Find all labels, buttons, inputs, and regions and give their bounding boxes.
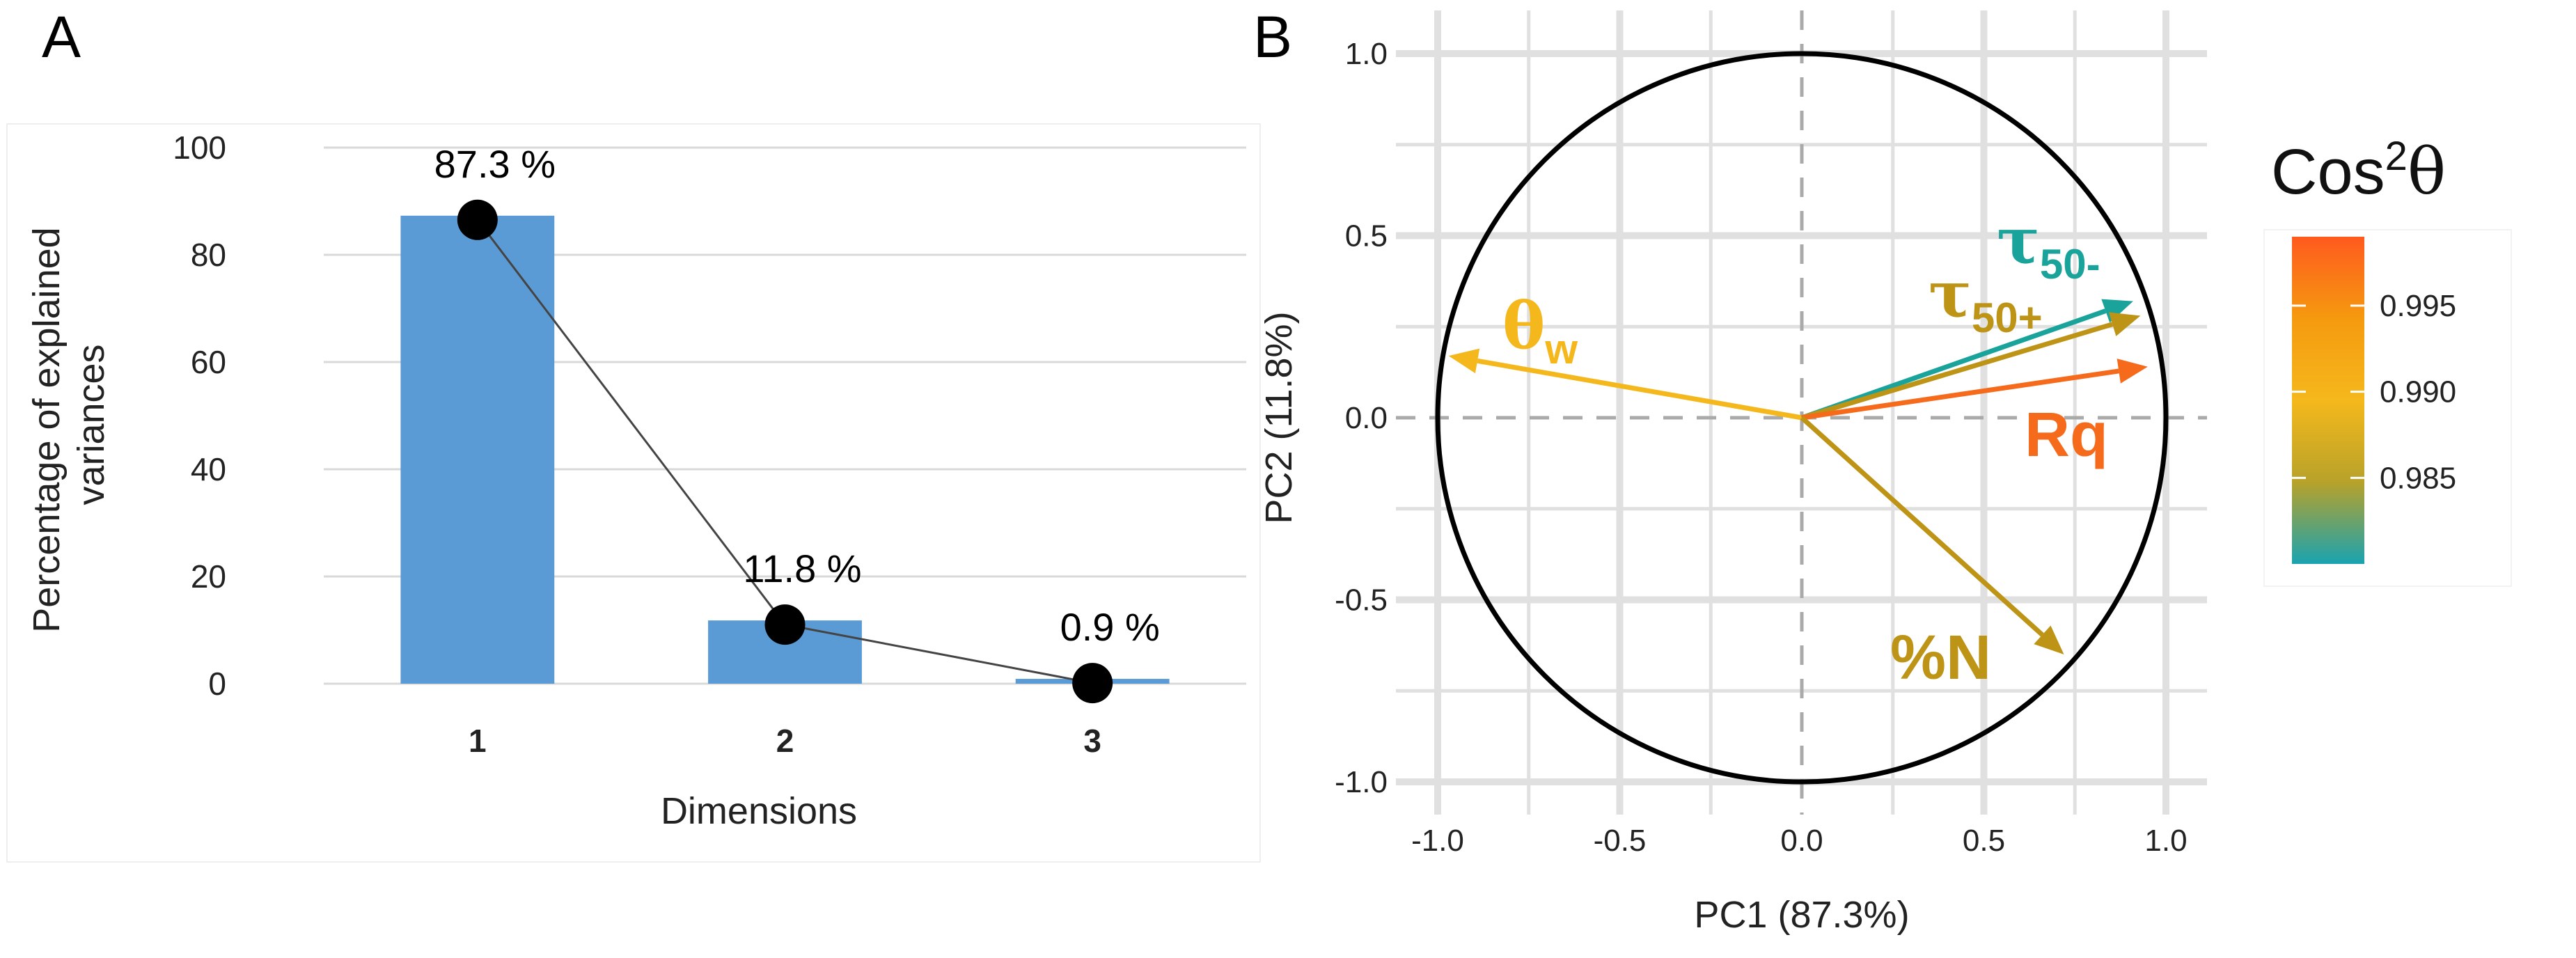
panel-letter-a: A xyxy=(42,4,81,70)
pca-vector-arrowhead xyxy=(1448,348,1480,374)
legend-frame xyxy=(2263,229,2512,587)
pca-vector-arrowhead xyxy=(2108,312,2141,336)
legend-colorbar xyxy=(2292,237,2364,564)
bar-chart-y-ticks: 0 20 40 60 80 100 xyxy=(173,129,226,702)
pca-vector-label-main: Rq xyxy=(2025,400,2108,470)
pca-vector-arrow xyxy=(1801,368,2119,421)
bar-chart-x-tick-label: 2 xyxy=(776,723,794,759)
pca-vector-label: Rq xyxy=(2025,400,2108,470)
pca-vector-arrowhead xyxy=(2034,625,2064,654)
pca-y-tick-label: -0.5 xyxy=(1335,583,1388,618)
pca-y-tick-label: 1.0 xyxy=(1345,37,1388,71)
bar-chart-marker xyxy=(1072,663,1113,704)
panel-letter-b: B xyxy=(1253,4,1292,70)
pca-chart: -1.0 -0.5 0.0 0.5 1.0 -1.0-0.50.00.51.0 θwτ5… xyxy=(1258,10,2207,936)
pca-x-tick-label: 1.0 xyxy=(2144,824,2187,858)
bar-chart-y-tick-label: 0 xyxy=(208,666,226,702)
bar-chart-data-labels: 87.3 % 11.8 % 0.9 % xyxy=(434,142,1160,649)
bar-chart-x-ticks: 1 2 3 xyxy=(469,723,1101,759)
pca-x-axis-title: PC1 (87.3%) xyxy=(1694,894,1909,936)
bar-chart-y-tick-label: 40 xyxy=(191,451,226,487)
bar-chart-x-tick-label: 1 xyxy=(469,723,487,759)
legend-title-main: Cos xyxy=(2271,136,2385,207)
legend-title-theta: θ xyxy=(2408,134,2446,209)
pca-y-axis-title: PC2 (11.8%) xyxy=(1258,311,1300,524)
bar-chart-line xyxy=(457,199,1113,704)
pca-vector-arrow xyxy=(1800,416,2044,637)
pca-vector-arrowhead xyxy=(2101,299,2133,323)
bar-data-label: 0.9 % xyxy=(1060,605,1160,649)
cos2-legend: Cos2θ 0.995 0.990 0.985 xyxy=(2263,134,2512,587)
pca-y-tick-label: 0.0 xyxy=(1345,401,1388,435)
bar-chart-marker xyxy=(764,604,806,645)
pca-x-tick-label: 0.5 xyxy=(1963,824,2005,858)
pca-vector-label: %N xyxy=(1890,623,1991,693)
pca-vector-label-main: θ xyxy=(1502,288,1545,363)
legend-tick-label: 0.995 xyxy=(2380,289,2456,323)
bar-data-label: 11.8 % xyxy=(743,547,861,590)
pca-y-tick-label: -1.0 xyxy=(1335,765,1388,799)
pca-x-tick-label: -0.5 xyxy=(1594,824,1647,858)
pca-vector-arrow xyxy=(1800,322,2114,421)
legend-tick-label: 0.990 xyxy=(2380,375,2456,409)
pca-vector-label-main: %N xyxy=(1890,623,1991,693)
bar-chart-x-axis-title: Dimensions xyxy=(661,790,857,832)
pca-vector-label: τ50+ xyxy=(1929,257,2043,341)
pca-vectors xyxy=(1448,299,2148,654)
bar-chart-marker xyxy=(457,199,498,240)
pca-vector-label: τ50- xyxy=(1997,203,2100,288)
pca-x-ticks: -1.0 -0.5 0.0 0.5 1.0 xyxy=(1411,824,2188,858)
pca-vector-label-sub: w xyxy=(1544,326,1578,372)
legend-title: Cos2θ xyxy=(2271,134,2446,209)
bar-chart-y-axis-title: Percentage of explained variances xyxy=(26,217,112,632)
legend-ticks: 0.995 0.990 0.985 xyxy=(2292,289,2456,495)
pca-vector-arrowhead xyxy=(2116,359,2148,384)
bar-chart-y-tick-label: 100 xyxy=(173,129,226,166)
pca-vector-label-main: τ xyxy=(1997,203,2040,278)
bar-chart-frame xyxy=(6,123,1261,863)
bar-chart-y-axis-title-line-1: Percentage of explained xyxy=(26,227,68,632)
pca-y-tick-label: 0.5 xyxy=(1345,219,1388,253)
bar-chart-y-tick-label: 60 xyxy=(191,344,226,380)
pca-vector-label-sub: 50+ xyxy=(1972,295,2043,341)
bar-chart: 0 20 40 60 80 100 1 2 3 87.3 % 11.8 % 0.9 % Dimen… xyxy=(6,123,1261,863)
pca-vector-arrow xyxy=(1477,358,1803,421)
pca-x-tick-label: 0.0 xyxy=(1780,824,1823,858)
bar-data-label: 87.3 % xyxy=(434,142,556,186)
legend-tick-label: 0.985 xyxy=(2380,461,2456,495)
bar xyxy=(400,215,555,684)
pca-x-tick-label: -1.0 xyxy=(1411,824,1464,858)
bar-chart-y-axis-title-line-2: variances xyxy=(70,344,112,505)
bar-chart-x-tick-label: 3 xyxy=(1083,723,1101,759)
pca-y-ticks: -1.0 -0.5 0.0 0.5 1.0 xyxy=(1335,37,1388,799)
pca-vector-label: θw xyxy=(1502,288,1578,372)
correlation-circle xyxy=(1435,51,2169,785)
pca-vector-label-main: τ xyxy=(1929,257,1972,332)
pca-vector-label-sub: 50- xyxy=(2040,241,2100,288)
pca-vector-arrow xyxy=(1800,308,2107,421)
bar-chart-y-tick-label: 80 xyxy=(191,237,226,273)
bar-chart-y-tick-label: 20 xyxy=(191,558,226,595)
legend-title-sup: 2 xyxy=(2385,134,2408,179)
